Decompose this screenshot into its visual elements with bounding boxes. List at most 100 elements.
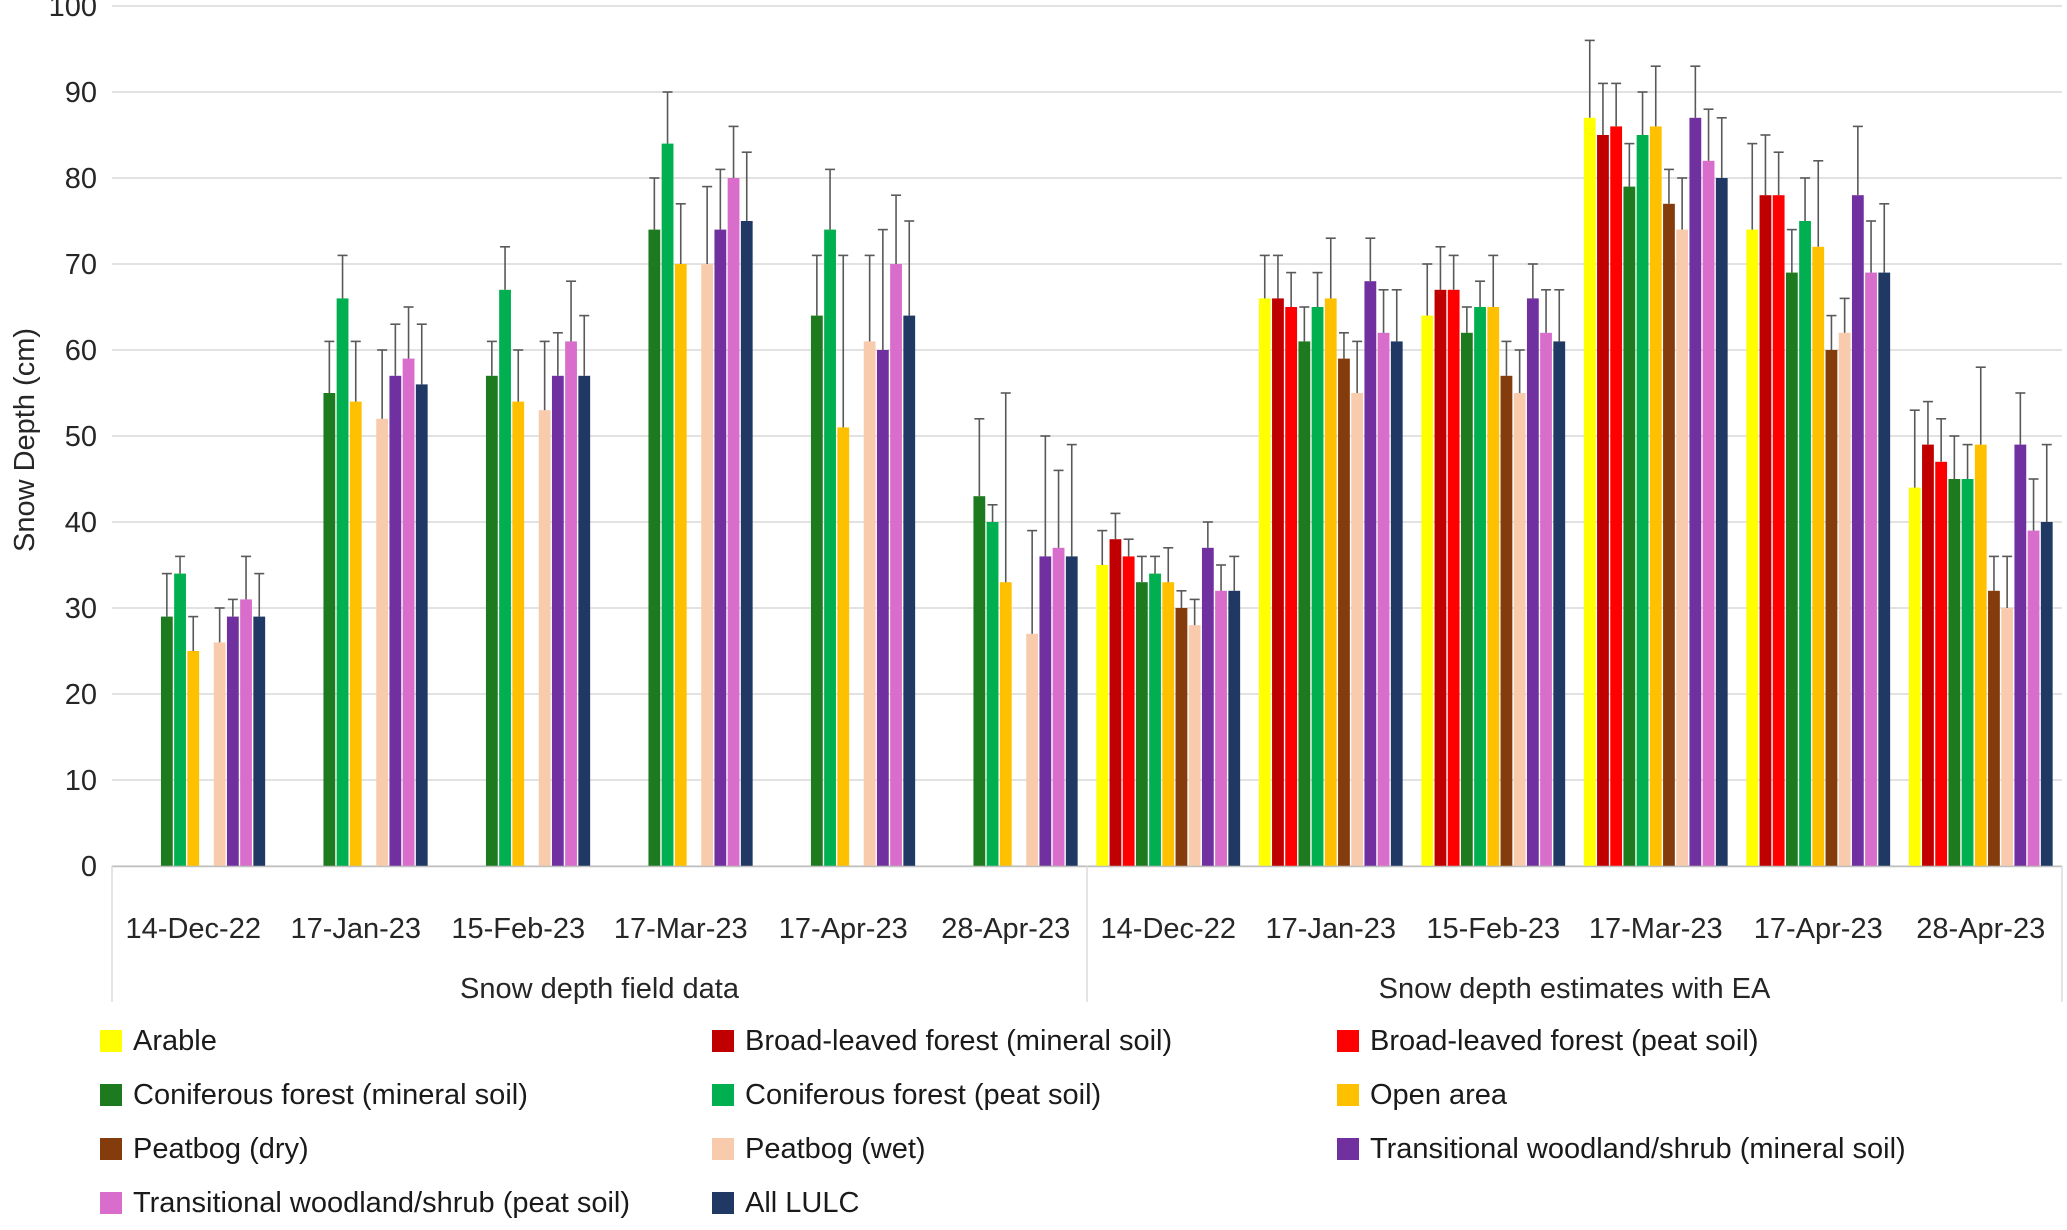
bar: [1228, 590, 1241, 866]
legend-item: Transitional woodland/shrub (mineral soi…: [1337, 1122, 2067, 1176]
y-tick-label: 100: [49, 0, 97, 23]
category-label: 17-Mar-23: [1589, 913, 1723, 945]
bar: [701, 264, 714, 866]
bar: [1636, 135, 1649, 866]
legend-item: Broad-leaved forest (peat soil): [1337, 1014, 2067, 1068]
bar: [1759, 195, 1772, 866]
bar: [810, 315, 823, 867]
bar: [1649, 126, 1662, 866]
legend-swatch: [712, 1138, 734, 1160]
bar: [1272, 298, 1284, 866]
legend-item: Broad-leaved forest (mineral soil): [712, 1014, 1337, 1068]
bar: [402, 358, 415, 866]
bar: [1812, 246, 1825, 867]
bar: [1553, 341, 1566, 866]
bar: [1258, 298, 1271, 866]
category-label: 28-Apr-23: [941, 913, 1070, 945]
legend-item: All LULC: [712, 1176, 1337, 1230]
bar: [376, 418, 389, 866]
legend-item: Coniferous forest (mineral soil): [100, 1068, 712, 1122]
bar: [714, 229, 727, 867]
bar: [1974, 444, 1987, 866]
bar: [876, 350, 889, 866]
bar: [740, 221, 753, 866]
legend-label: Peatbog (dry): [133, 1132, 309, 1165]
bar: [648, 229, 661, 867]
bar: [1623, 186, 1636, 867]
bars: [160, 117, 2053, 867]
legend-swatch: [100, 1084, 122, 1106]
bar: [1785, 272, 1798, 867]
bar: [415, 384, 428, 866]
legend-swatch: [100, 1138, 122, 1160]
y-tick-label: 40: [65, 507, 97, 539]
legend-item: Peatbog (dry): [100, 1122, 712, 1176]
bar: [349, 401, 362, 866]
legend-label: Arable: [133, 1024, 217, 1057]
bar: [1175, 608, 1188, 866]
bar: [1597, 135, 1609, 866]
bar: [1447, 289, 1460, 866]
x-axis-category-labels: 14-Dec-22 17-Jan-23 15-Feb-23 17-Mar-23 17-A…: [126, 913, 2046, 945]
y-tick-label: 90: [65, 77, 97, 109]
category-label: 28-Apr-23: [1916, 913, 2045, 945]
bar: [837, 427, 850, 866]
y-tick-label: 50: [65, 421, 97, 453]
bar: [674, 264, 687, 866]
legend-label: Transitional woodland/shrub (mineral soi…: [1370, 1132, 1906, 1165]
bar: [1162, 582, 1175, 866]
bar: [565, 341, 577, 866]
bar: [1351, 393, 1364, 866]
bar: [323, 393, 336, 866]
bar: [551, 375, 564, 866]
legend-swatch: [712, 1084, 734, 1106]
y-tick-label: 30: [65, 593, 97, 625]
gridlines: [112, 5, 2062, 867]
bar: [226, 616, 239, 866]
bar: [1799, 221, 1811, 866]
legend-swatch: [1337, 1030, 1359, 1052]
bar: [578, 375, 591, 866]
bar: [1434, 289, 1447, 866]
bar: [1122, 556, 1135, 866]
bar: [1324, 298, 1337, 866]
bar: [1865, 272, 1877, 867]
category-label: 17-Apr-23: [779, 913, 908, 945]
bar: [1298, 341, 1311, 866]
snow-depth-chart: 0 10 20 30 40 50 60 70 80 90 100 14-Dec-22 17-Jan-23…: [9, 0, 2063, 1005]
bar: [1922, 444, 1934, 866]
bar: [213, 642, 226, 866]
bar: [1285, 307, 1298, 866]
y-tick-label: 70: [65, 249, 97, 281]
category-label: 15-Feb-23: [1426, 913, 1560, 945]
legend-swatch: [1337, 1138, 1359, 1160]
bar: [1851, 195, 1864, 866]
bar: [240, 599, 252, 866]
bar: [2027, 530, 2040, 866]
y-tick-label: 0: [81, 851, 97, 883]
bar: [1188, 625, 1201, 866]
legend-swatch: [100, 1030, 122, 1052]
bar: [986, 522, 999, 866]
bar: [389, 375, 402, 866]
y-tick-label: 20: [65, 679, 97, 711]
bar: [890, 264, 902, 866]
bar: [1500, 375, 1513, 866]
bar: [1772, 195, 1785, 866]
bar: [1526, 298, 1539, 866]
bar: [1052, 547, 1065, 866]
bar: [1096, 565, 1109, 866]
legend-item: Open area: [1337, 1068, 2067, 1122]
category-label: 17-Mar-23: [614, 913, 748, 945]
legend-swatch: [100, 1192, 122, 1214]
bar: [1702, 160, 1715, 867]
legend-item: Transitional woodland/shrub (peat soil): [100, 1176, 712, 1230]
bar: [824, 229, 836, 867]
bar: [1715, 178, 1728, 866]
snow-depth-bar-chart-svg: 0 10 20 30 40 50 60 70 80 90 100 14-Dec-22 17-Jan-23…: [9, 0, 2063, 1005]
bar: [1513, 393, 1526, 866]
bar: [174, 573, 186, 866]
bar: [1474, 307, 1486, 866]
bar: [1135, 582, 1148, 866]
legend-label: Coniferous forest (mineral soil): [133, 1078, 528, 1111]
